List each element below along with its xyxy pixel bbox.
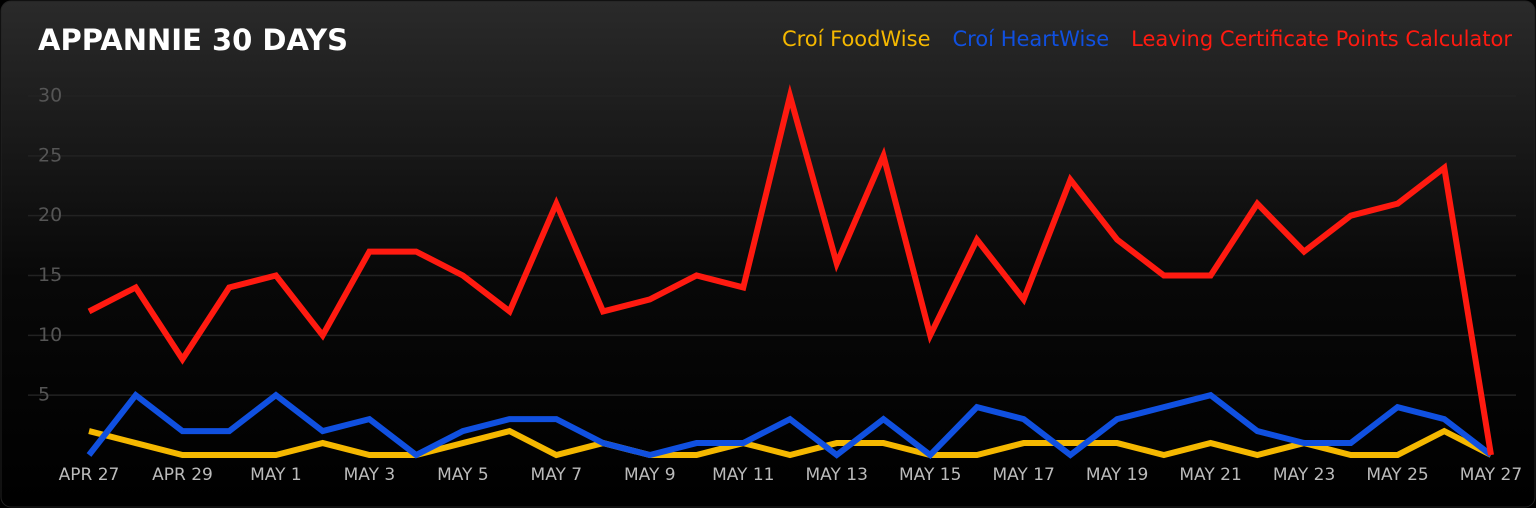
series-line — [87, 84, 1494, 456]
x-tick-label: MAY 3 — [344, 465, 396, 485]
legend-entry: Leaving Certificate Points Calculator — [1131, 27, 1512, 51]
x-tick-label: MAY 27 — [1460, 465, 1522, 485]
x-tick-label: MAY 11 — [712, 465, 774, 485]
x-tick-label: MAY 7 — [531, 465, 583, 485]
legend-entry: Croí FoodWise — [782, 27, 931, 51]
y-tick-label: 15 — [38, 264, 62, 286]
x-tick-label: MAY 13 — [806, 465, 868, 485]
x-tick-label: MAY 25 — [1366, 465, 1428, 485]
x-tick-label: MAY 17 — [992, 465, 1054, 485]
series-line — [86, 390, 1493, 460]
x-tick-label: MAY 15 — [899, 465, 961, 485]
legend-entry: Croí HeartWise — [953, 27, 1110, 51]
y-tick-label: 10 — [38, 324, 62, 346]
y-tick-label: 25 — [38, 144, 62, 166]
x-tick-label: MAY 21 — [1179, 465, 1241, 485]
x-tick-label: MAY 23 — [1273, 465, 1335, 485]
x-tick-label: APR 27 — [59, 465, 120, 485]
x-tick-label: MAY 5 — [437, 465, 489, 485]
y-tick-label: 30 — [38, 85, 62, 107]
chart-title: APPANNIE 30 DAYS — [38, 23, 348, 57]
y-tick-label: 20 — [38, 204, 62, 226]
x-tick-label: APR 29 — [152, 465, 213, 485]
x-tick-label: MAY 1 — [250, 465, 302, 485]
series-line — [88, 427, 1493, 459]
x-tick-label: MAY 9 — [624, 465, 676, 485]
y-tick-label: 5 — [38, 384, 50, 406]
x-tick-label: MAY 19 — [1086, 465, 1148, 485]
